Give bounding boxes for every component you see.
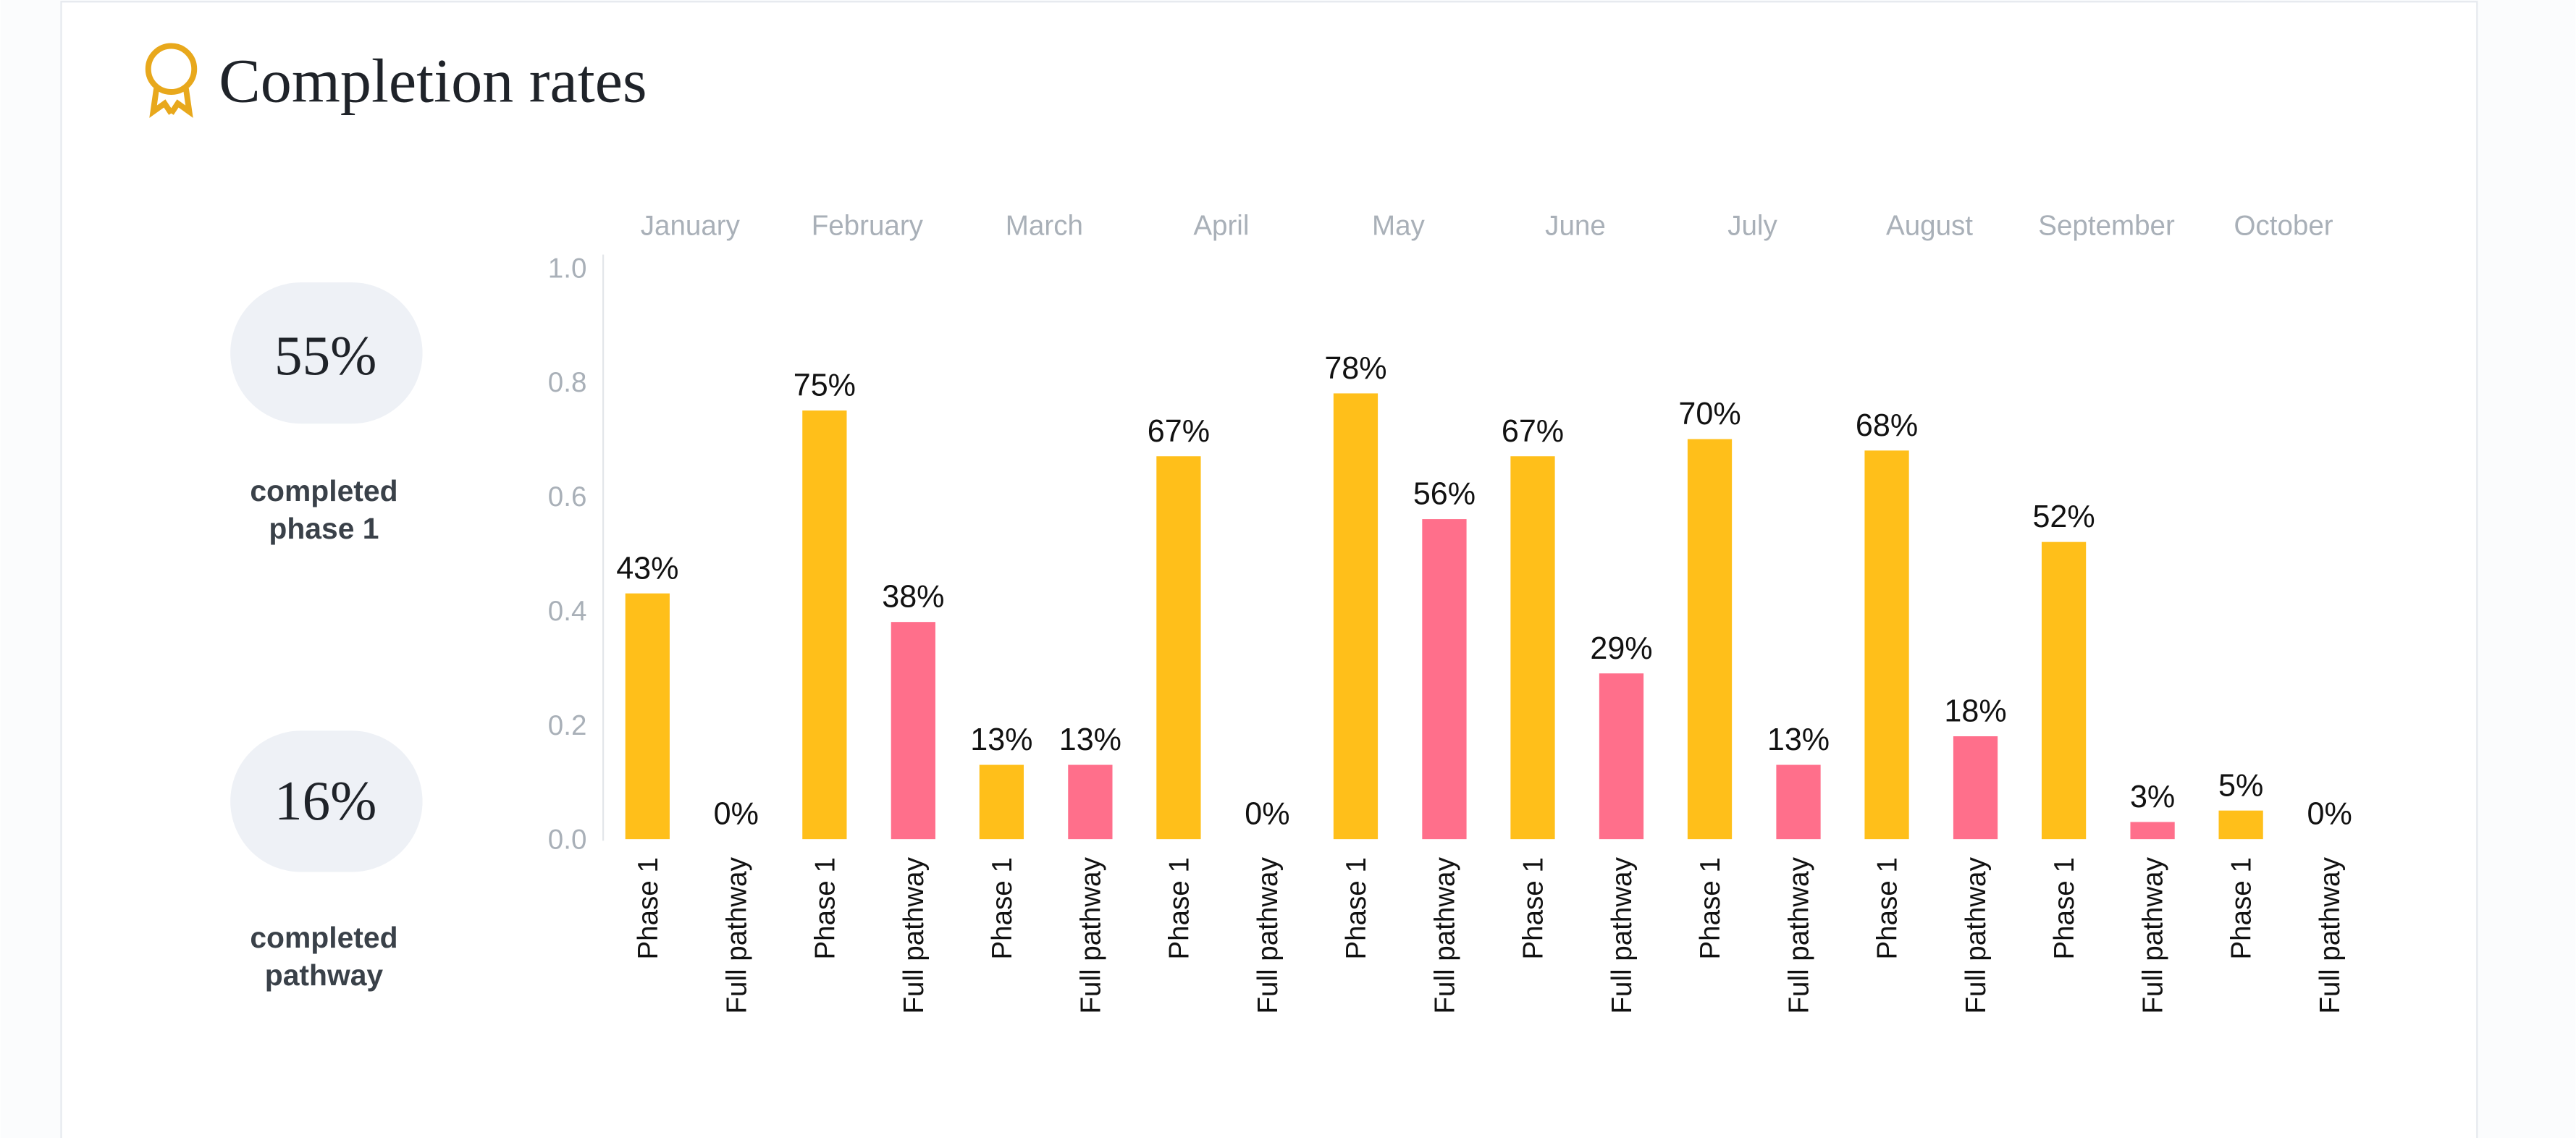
month-label: August xyxy=(1886,210,1973,241)
month-label: July xyxy=(1727,210,1777,241)
stat-label: completed xyxy=(250,921,397,954)
value-label: 67% xyxy=(1502,414,1564,449)
series-label: Full pathway xyxy=(1784,856,1815,1013)
stat-value: 55% xyxy=(274,324,376,387)
series-label: Full pathway xyxy=(1430,856,1461,1013)
bar xyxy=(2130,822,2175,840)
bar xyxy=(1864,450,1909,840)
value-label: 29% xyxy=(1590,631,1652,666)
bar xyxy=(1510,456,1555,840)
month-label: April xyxy=(1193,210,1249,241)
bar xyxy=(1156,456,1201,840)
value-label: 70% xyxy=(1678,397,1741,431)
value-label: 38% xyxy=(882,580,944,615)
bar xyxy=(1776,764,1821,840)
bar xyxy=(891,622,935,840)
series-label: Phase 1 xyxy=(1695,857,1726,959)
value-label: 0% xyxy=(1245,797,1289,832)
value-label: 78% xyxy=(1324,351,1386,386)
stat-value: 16% xyxy=(274,770,376,832)
stat-label: completed xyxy=(250,474,397,507)
bar xyxy=(1333,393,1379,840)
y-tick-label: 0.2 xyxy=(548,710,587,741)
series-label: Full pathway xyxy=(2315,856,2346,1013)
series-label: Phase 1 xyxy=(1872,857,1903,959)
series-label: Phase 1 xyxy=(987,857,1018,959)
y-tick-label: 0.4 xyxy=(548,596,587,627)
value-label: 18% xyxy=(1944,694,2006,729)
value-label: 43% xyxy=(616,551,678,586)
series-label: Full pathway xyxy=(1075,856,1106,1013)
value-label: 3% xyxy=(2130,780,2175,814)
page-title: Completion rates xyxy=(219,46,647,116)
y-tick-label: 0.0 xyxy=(548,825,587,856)
value-label: 13% xyxy=(1767,722,1830,757)
value-label: 67% xyxy=(1148,414,1210,449)
series-label: Full pathway xyxy=(1607,856,1638,1013)
bar xyxy=(2041,541,2087,840)
y-tick-label: 0.6 xyxy=(548,481,587,513)
month-label: October xyxy=(2234,210,2333,241)
bar xyxy=(1599,673,1644,840)
series-label: Phase 1 xyxy=(1518,857,1549,959)
month-label: February xyxy=(812,210,924,241)
series-label: Phase 1 xyxy=(1164,857,1195,959)
month-label: March xyxy=(1006,210,1083,241)
value-label: 68% xyxy=(1856,408,1918,443)
series-label: Phase 1 xyxy=(633,857,664,959)
month-label: May xyxy=(1372,210,1426,241)
month-label: January xyxy=(641,210,741,241)
month-label: September xyxy=(2038,210,2175,241)
value-label: 0% xyxy=(2307,797,2352,832)
series-label: Full pathway xyxy=(721,856,752,1013)
bar xyxy=(1068,764,1113,840)
series-label: Full pathway xyxy=(2138,856,2169,1013)
bar xyxy=(2218,810,2263,840)
value-label: 13% xyxy=(1059,722,1121,757)
y-tick-label: 1.0 xyxy=(548,253,587,284)
bar xyxy=(802,410,847,840)
bar xyxy=(979,764,1024,840)
award-icon xyxy=(145,43,198,118)
series-label: Full pathway xyxy=(898,856,930,1013)
series-label: Phase 1 xyxy=(2226,857,2257,959)
value-label: 75% xyxy=(794,368,856,403)
value-label: 5% xyxy=(2218,768,2263,803)
y-tick-label: 0.8 xyxy=(548,367,587,398)
series-label: Full pathway xyxy=(1253,856,1284,1013)
value-label: 0% xyxy=(714,797,759,832)
series-label: Phase 1 xyxy=(2049,857,2080,959)
series-label: Phase 1 xyxy=(1341,857,1372,959)
stat-pill xyxy=(230,730,423,872)
bar xyxy=(1687,439,1733,840)
bar xyxy=(1422,519,1467,840)
stat-pill xyxy=(230,282,423,424)
value-label: 52% xyxy=(2032,500,2095,534)
value-label: 13% xyxy=(970,722,1032,757)
bar xyxy=(1953,736,1998,840)
stat-label: phase 1 xyxy=(269,512,379,545)
series-label: Full pathway xyxy=(1961,856,1992,1013)
stat-label: pathway xyxy=(265,958,384,992)
month-label: June xyxy=(1545,210,1606,241)
series-label: Phase 1 xyxy=(809,857,841,959)
value-label: 56% xyxy=(1413,477,1476,512)
bar xyxy=(625,593,670,840)
